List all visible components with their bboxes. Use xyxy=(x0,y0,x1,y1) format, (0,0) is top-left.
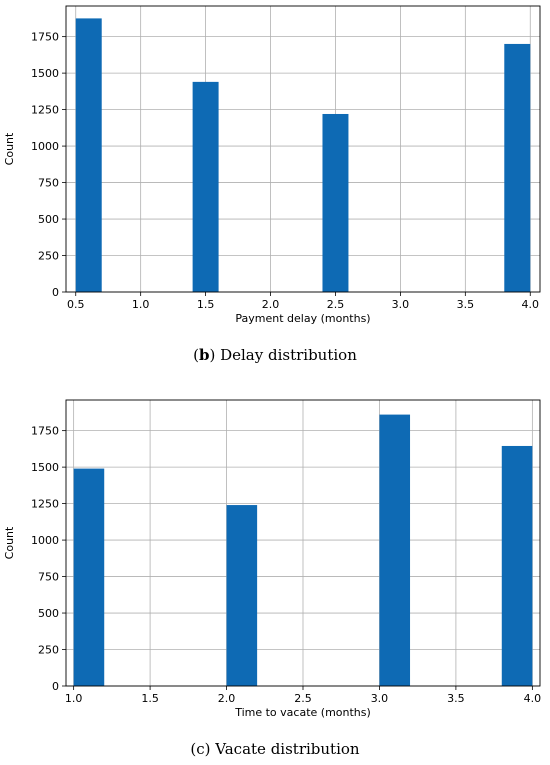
y-tick-label: 250 xyxy=(38,644,59,657)
y-tick-label: 750 xyxy=(38,571,59,584)
histogram-bar xyxy=(75,18,102,292)
x-axis-label: Time to vacate (months) xyxy=(234,706,371,719)
delay-caption: (b) Delay distribution xyxy=(193,346,357,364)
x-tick-label: 3.0 xyxy=(371,692,389,705)
y-tick-label: 500 xyxy=(38,213,59,226)
y-tick-label: 250 xyxy=(38,250,59,263)
x-tick-label: 3.0 xyxy=(392,298,410,311)
histogram-bar xyxy=(322,113,349,293)
y-tick-label: 1000 xyxy=(31,534,59,547)
histogram-bar xyxy=(73,468,105,686)
x-tick-label: 2.5 xyxy=(327,298,345,311)
x-tick-label: 2.0 xyxy=(218,692,236,705)
histogram-bar xyxy=(192,81,219,292)
x-tick-label: 2.5 xyxy=(294,692,312,705)
vacate-distribution-panel: 1.0 1.5 2.0 2.5 3.0 3.5 4.0 0 250 500 750 1000 1250 1… xyxy=(0,392,550,765)
y-tick-label: 500 xyxy=(38,607,59,620)
y-tick-label: 1500 xyxy=(31,461,59,474)
y-tick-label: 1750 xyxy=(31,425,59,438)
caption-letter: b xyxy=(198,346,210,364)
x-tick-label: 4.0 xyxy=(522,298,540,311)
y-axis-label: Count xyxy=(3,132,16,165)
x-tick-label: 0.5 xyxy=(67,298,85,311)
y-tick-label: 1250 xyxy=(31,498,59,511)
y-tick-label: 1500 xyxy=(31,67,59,80)
x-tick-label: 1.0 xyxy=(132,298,150,311)
y-tick-label: 0 xyxy=(52,286,59,299)
histogram-bar xyxy=(379,414,411,686)
y-tick-label: 750 xyxy=(38,177,59,190)
x-tick-label: 3.5 xyxy=(447,692,465,705)
delay-histogram: 0.5 1.0 1.5 2.0 2.5 3.0 3.5 4.0 0 250 500 750 1000 12… xyxy=(3,5,541,325)
delay-distribution-panel: 0.5 1.0 1.5 2.0 2.5 3.0 3.5 4.0 0 250 500 750 1000 12… xyxy=(0,0,550,380)
x-tick-label: 1.5 xyxy=(141,692,159,705)
y-tick-label: 1250 xyxy=(31,104,59,117)
plot-frame xyxy=(65,5,541,293)
x-tick-label: 3.5 xyxy=(457,298,475,311)
x-tick-label: 2.0 xyxy=(262,298,280,311)
vacate-histogram: 1.0 1.5 2.0 2.5 3.0 3.5 4.0 0 250 500 750 1000 1250 1… xyxy=(3,399,542,719)
histogram-bar xyxy=(226,505,258,686)
x-axis-label: Payment delay (months) xyxy=(235,312,370,325)
x-tick-label: 4.0 xyxy=(524,692,542,705)
vacate-caption: (c) Vacate distribution xyxy=(190,740,360,758)
y-tick-label: 0 xyxy=(52,680,59,693)
histogram-bar xyxy=(504,43,531,292)
x-tick-label: 1.0 xyxy=(65,692,83,705)
x-tick-label: 1.5 xyxy=(197,298,215,311)
histogram-bar xyxy=(501,445,533,686)
y-axis-label: Count xyxy=(3,526,16,559)
y-tick-label: 1000 xyxy=(31,140,59,153)
y-tick-label: 1750 xyxy=(31,31,59,44)
